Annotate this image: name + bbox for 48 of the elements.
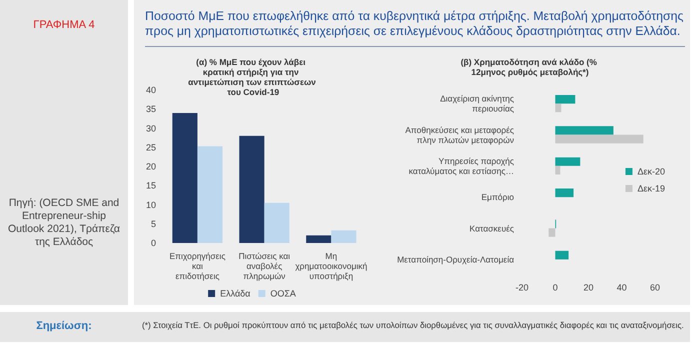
- y-tick-label: Υπηρεσίες παροχής καταλύματος και εστίασης…: [408, 156, 514, 176]
- y-tick-label: Μεταποίηση-Ορυχεία-Λατομεία: [397, 254, 514, 264]
- chart-title: (β) Χρηματοδότηση ανά κλάδο (% 12μηνος ρυθμός μεταβολής*): [460, 57, 600, 77]
- x-tick-label: Μη χρηματοοικονομική υποστήριξη: [295, 251, 368, 281]
- x-tick-label: 0: [552, 282, 558, 292]
- legend-label: Ελλάδα: [220, 288, 250, 298]
- bar: [306, 235, 332, 243]
- bar: [331, 230, 356, 243]
- text: Ποσοστό ΜμΕ που επωφελήθηκε από τα κυβερνητικά μέτρα στήριξης. Μεταβολή χρηματοδότησης προς μη χρηματοπιστωτικές επιχειρήσεις σε επιλεγμένους κλάδους δραστηριότητας στην Ελλάδα.: [145, 9, 685, 39]
- y-tick-label: 15: [146, 180, 156, 191]
- text: Σημείωση:: [35, 320, 93, 332]
- y-tick-label: 5: [150, 218, 156, 229]
- bar: [555, 95, 576, 104]
- y-tick-label: 30: [146, 123, 156, 134]
- bar: [555, 157, 580, 166]
- bar: [172, 112, 198, 243]
- legend-label: Δεκ-20: [637, 166, 666, 176]
- y-tick-label: Αποθηκεύσεις και μεταφορές πλην πλωτών μεταφορών: [405, 124, 514, 145]
- y-tick-label: 40: [146, 85, 156, 95]
- x-tick-label: 40: [616, 282, 627, 292]
- legend-label: ΟΟΣΑ: [270, 288, 296, 298]
- bar: [264, 202, 290, 243]
- y-tick-label: 10: [146, 200, 156, 210]
- bar: [548, 228, 556, 237]
- legend-label: Δεκ-19: [637, 184, 666, 194]
- bar: [555, 250, 569, 260]
- bar: [197, 146, 223, 243]
- text: (*) Στοιχεία ΤτΕ. Οι ρυθμοί προκύπτουν από τις μεταβολές των υπολοίπων διορθωμένες για τις συναλλαγματικές διαφορές και τις αναταξινομήσεις.: [142, 320, 685, 330]
- text: ΓΡΑΦΗΜΑ 4: [32, 19, 96, 31]
- bar: [555, 126, 614, 135]
- text: Πηγή: (OECD SME and Entrepreneur-ship Outlook 2021), Τράπεζα της Ελλάδος: [7, 197, 121, 249]
- bar: [555, 104, 562, 112]
- y-tick-label: Εμπόριο: [481, 192, 514, 202]
- x-tick-label: Πιστώσεις και αναβολές πληρωμών: [238, 251, 290, 281]
- x-tick-label: 20: [583, 282, 594, 292]
- bar: [239, 136, 264, 243]
- y-tick-label: 0: [150, 238, 156, 248]
- chart-title: (α) % ΜμΕ που έχουν λάβει κρατική στήριξη για την αντιμετώπιση των επιπτώσεων του Covid-19: [188, 57, 316, 97]
- x-tick-label: -20: [515, 282, 529, 292]
- bar: [555, 134, 644, 144]
- y-tick-label: 25: [146, 142, 156, 152]
- y-tick-label: 35: [146, 104, 156, 114]
- y-tick-label: Κατασκευές: [470, 223, 514, 234]
- y-tick-label: 20: [146, 162, 156, 172]
- x-tick-label: 60: [650, 282, 660, 292]
- bar: [555, 188, 574, 198]
- x-tick-label: Επιχορηγήσεις και επιδοτήσεις: [169, 251, 226, 281]
- y-tick-label: Διαχείριση ακίνητης περιουσίας: [440, 94, 514, 114]
